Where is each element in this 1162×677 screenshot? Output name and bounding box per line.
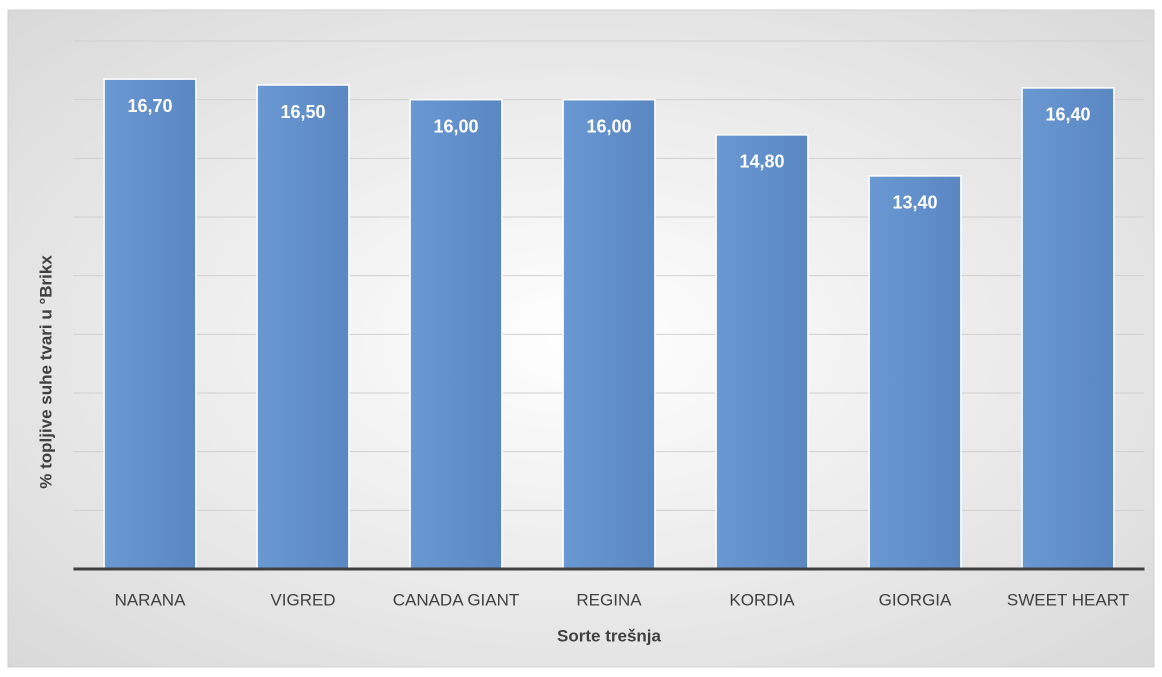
x-axis-title: Sorte trešnja: [557, 626, 661, 645]
x-tick-label: VIGRED: [270, 590, 335, 609]
value-label: 14,80: [739, 152, 784, 172]
x-tick-label: REGINA: [576, 590, 642, 609]
bar: [715, 134, 809, 570]
bar: [1021, 87, 1115, 570]
value-label: 16,50: [280, 102, 325, 122]
bar: [868, 175, 962, 570]
y-axis-title: % topljive suhe tvari u °Brikx: [36, 255, 55, 489]
bar: [256, 84, 350, 570]
bar: [409, 98, 503, 570]
x-tick-label: NARANA: [115, 590, 187, 609]
value-label: 16,00: [433, 116, 478, 136]
value-label: 16,00: [586, 116, 631, 136]
value-label: 16,40: [1045, 105, 1090, 125]
x-tick-label: CANADA GIANT: [393, 590, 520, 609]
bar: [562, 98, 656, 570]
value-label: 13,40: [892, 193, 937, 213]
x-tick-label: GIORGIA: [879, 590, 952, 609]
x-tick-label: SWEET HEART: [1007, 590, 1129, 609]
x-tick-label: KORDIA: [729, 590, 795, 609]
bar: [103, 78, 197, 570]
value-label: 16,70: [127, 96, 172, 116]
